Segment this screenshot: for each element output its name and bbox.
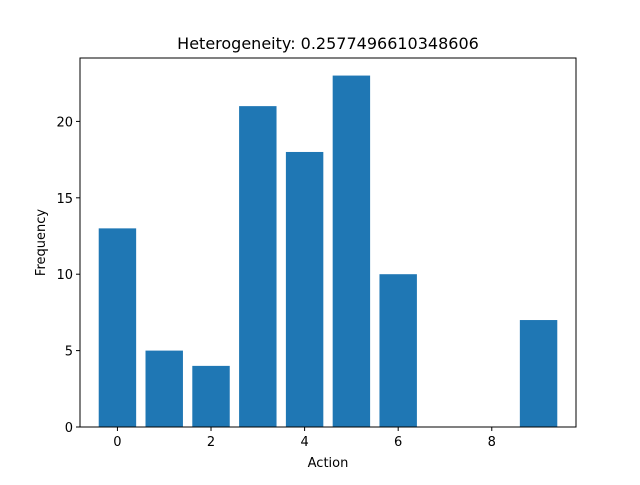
ticks-layer: 0 2 4 6 8 0 5 10 15 20 xyxy=(56,115,495,450)
y-tick-label: 5 xyxy=(65,345,73,360)
bar-action-6 xyxy=(379,274,417,427)
bar-action-0 xyxy=(98,228,137,427)
y-axis-label: Frequency xyxy=(34,209,49,276)
x-tick-label: 4 xyxy=(300,435,308,450)
x-tick-label: 0 xyxy=(113,435,121,450)
bar-action-2 xyxy=(192,365,230,427)
y-tick-label: 10 xyxy=(56,268,73,283)
y-tick-label: 15 xyxy=(56,192,73,207)
x-tick-label: 6 xyxy=(394,435,402,450)
bar-action-5 xyxy=(332,75,371,428)
bars-layer xyxy=(98,75,558,428)
bar-action-1 xyxy=(145,350,183,427)
x-axis-label: Action xyxy=(308,456,349,471)
bar-action-9 xyxy=(519,320,558,427)
bar-action-3 xyxy=(239,106,277,427)
chart-title: Heterogeneity: 0.2577496610348606 xyxy=(177,34,479,53)
x-tick-label: 2 xyxy=(207,435,215,450)
plot-frame xyxy=(79,57,577,428)
x-tick-label: 8 xyxy=(488,435,496,450)
y-tick-label: 0 xyxy=(65,421,73,436)
bar-action-4 xyxy=(285,151,324,428)
y-tick-label: 20 xyxy=(56,115,73,130)
